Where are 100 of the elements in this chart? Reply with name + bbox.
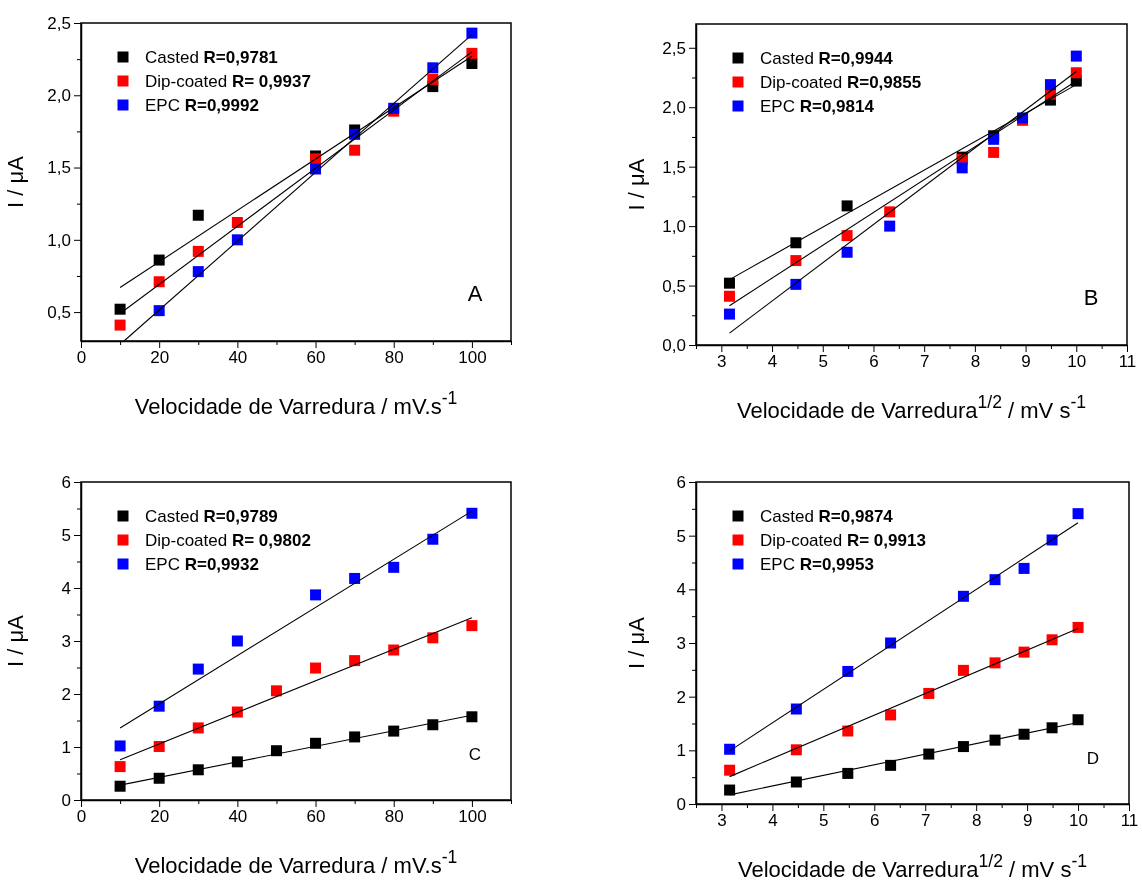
point [885,709,897,721]
point [310,589,322,601]
x-tick-label: 80 [384,348,404,368]
y-tick-label: 2 [676,687,686,707]
point [349,144,361,156]
x-axis-title: Velocidade de Varredura / mV.s$^{-1}$ [134,847,458,878]
point [724,743,736,755]
y-tick-label: 4 [676,580,686,600]
annotation: A [467,281,483,306]
x-tick-label: 100 [458,348,487,368]
legend-label: Casted R=0,9874 [760,507,894,526]
y-tick-label: 3 [676,633,686,653]
annotation: B [1083,285,1099,310]
point [192,209,204,221]
y-tick-label: 1,0 [47,230,71,250]
legend-label: Dip-coated R=0,9855 [760,73,922,92]
y-tick-label: 6 [61,472,71,492]
y-axis-title: I / μA [3,155,28,208]
y-axis-title: I / μA [624,616,649,669]
x-tick-label: 5 [818,352,828,372]
y-tick-label: 2 [61,684,71,704]
point [114,319,126,331]
point [1018,562,1030,574]
point [884,220,896,232]
y-tick-label: 6 [676,472,686,492]
x-tick-label: 0 [76,807,87,827]
y-tick-label: 0,5 [47,303,71,323]
point [388,561,400,573]
legend-label: Casted R=0,9781 [145,48,278,67]
y-axis-title: I / μA [624,158,649,211]
y-tick-label: 4 [61,578,71,598]
y-tick-label: 0,0 [662,335,686,355]
point [724,764,736,776]
x-tick-label: 60 [306,348,326,368]
point [723,308,735,320]
y-tick-label: 5 [676,526,686,546]
legend-label: EPC R=0,9814 [760,97,875,116]
point [723,277,735,289]
x-tick-label: 6 [869,352,879,372]
legend-label: EPC R=0,9932 [145,555,259,574]
point [988,146,1000,158]
y-tick-label: 0,5 [662,276,686,296]
y-tick-label: 1 [61,737,71,757]
point [1072,621,1084,633]
point [841,200,853,212]
point [841,230,853,242]
y-tick-label: 2,5 [47,13,71,33]
legend-label: Dip-coated R= 0,9937 [145,72,311,91]
x-tick-label: 7 [919,352,930,372]
point [466,711,478,723]
x-tick-label: 8 [970,352,981,372]
legend-label: Casted R=0,9789 [145,507,278,526]
point [349,655,361,667]
x-tick-label: 7 [921,811,931,831]
point [842,725,854,737]
point [724,784,736,796]
point [1044,79,1056,91]
annotation: D [1086,749,1100,768]
point [466,27,478,39]
point [114,303,126,315]
legend-label: EPC R=0,9953 [760,555,874,574]
point [1072,508,1084,520]
legend-label: EPC R=0,9992 [145,96,259,115]
x-tick-label: 3 [717,352,727,372]
legend-label: Dip-coated R= 0,9913 [760,531,926,550]
x-tick-label: 6 [870,811,880,831]
y-tick-label: 1,5 [662,157,686,177]
point [114,780,126,792]
point [1072,714,1084,726]
y-tick-label: 1,5 [47,158,71,178]
point [1070,67,1082,79]
annotation: C [468,745,482,764]
x-tick-label: 10 [1069,811,1089,831]
x-tick-label: 4 [767,352,778,372]
y-tick-label: 5 [61,525,71,545]
point [231,635,243,647]
x-tick-label: 9 [1022,811,1033,831]
point [956,162,968,174]
x-axis-title: Velocidade de Varredura$^{1/2}$ / mV s$^{-1}$ [736,392,1087,423]
point [114,740,126,752]
y-tick-label: 0 [676,794,686,814]
point [270,685,282,697]
x-tick-label: 20 [150,807,170,827]
y-tick-label: 1,0 [662,217,686,237]
x-tick-label: 11 [1118,352,1137,372]
point [723,290,735,302]
point [192,663,204,675]
point [841,246,853,258]
y-tick-label: 2,0 [47,86,71,106]
x-tick-label: 4 [768,811,778,831]
x-tick-label: 11 [1120,811,1139,831]
legend-label: Dip-coated R= 0,9802 [145,531,311,550]
x-tick-label: 100 [458,807,487,827]
x-axis-title: Velocidade de Varredura / mV.s$^{-1}$ [134,388,458,419]
x-tick-label: 80 [384,807,404,827]
y-tick-label: 2,5 [662,38,686,58]
x-axis-title: Velocidade de Varredura$^{1/2}$ / mV s$^{-1}$ [737,851,1088,882]
point [957,664,969,676]
y-axis-title: I / μA [3,614,28,667]
point [349,572,361,584]
